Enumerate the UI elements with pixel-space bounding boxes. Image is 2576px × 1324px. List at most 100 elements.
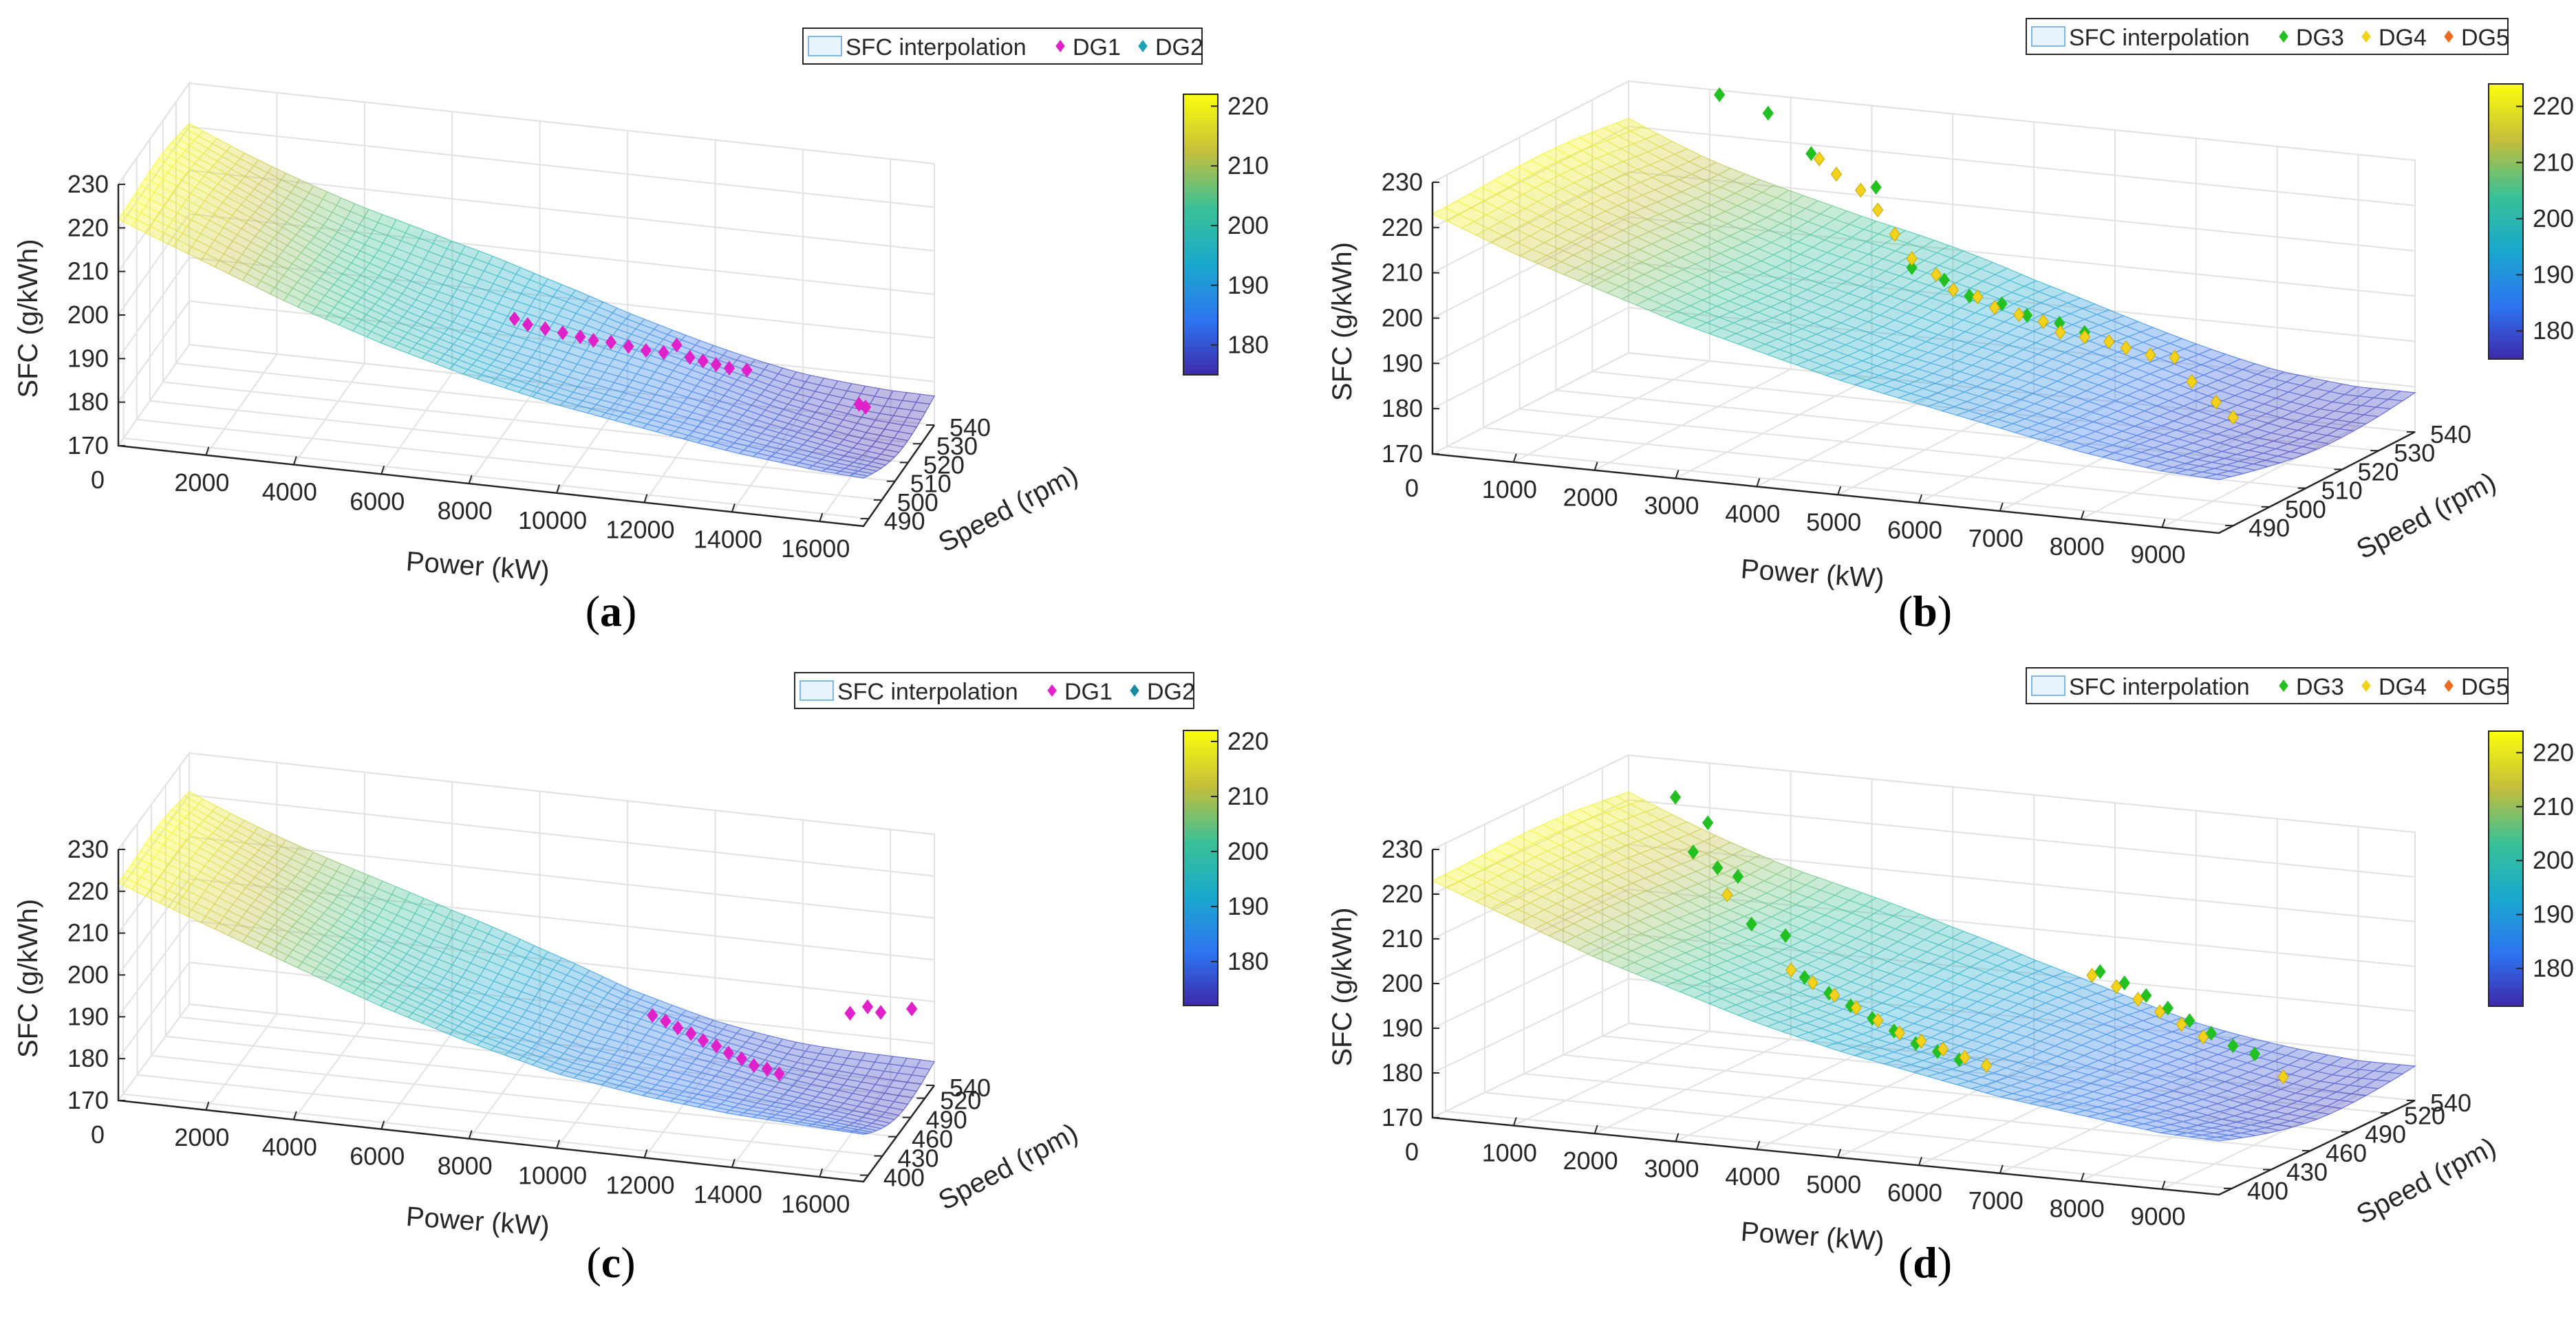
data-point	[1850, 1000, 1862, 1016]
x-tick-label: 8000	[438, 497, 493, 525]
z-tick-label: 170	[67, 431, 109, 459]
y-tick-label: 500	[2285, 495, 2326, 523]
x-tick-label: 6000	[350, 487, 405, 515]
colorbar-tick-label: 200	[1227, 837, 1269, 865]
y-tick-label: 400	[883, 1164, 925, 1192]
y-tick-label: 430	[897, 1144, 938, 1173]
y-tick-label: 430	[2286, 1158, 2328, 1186]
z-tick-label: 210	[67, 919, 109, 947]
legend-marker	[1138, 40, 1148, 52]
data-point	[748, 1058, 760, 1073]
x-tick-label: 4000	[262, 1133, 317, 1161]
y-tick-label: 500	[897, 488, 938, 517]
colorbar-tick-label: 220	[2533, 738, 2574, 766]
panel-c: 170 180 190 200 210 220 230 0 2000 4000 6000 8000 10…	[13, 672, 1269, 1287]
legend-series-label: DG4	[2379, 25, 2427, 51]
data-point	[1915, 1033, 1927, 1049]
data-point	[1785, 962, 1797, 978]
x-tick-label: 8000	[2050, 532, 2105, 561]
z-tick-label: 220	[1382, 880, 1423, 908]
data-point	[2140, 988, 2152, 1003]
x-zero-label: 0	[1405, 474, 1419, 502]
x-tick-label: 16000	[781, 534, 850, 563]
x-zero-label: 0	[91, 1120, 105, 1149]
colorbar-tick-label: 180	[1227, 331, 1269, 359]
data-point	[1762, 105, 1774, 121]
z-axis-label: SFC (g/kWh)	[1327, 907, 1357, 1066]
y-tick-label: 490	[2248, 514, 2290, 542]
data-point	[1829, 988, 1840, 1003]
data-point	[1906, 251, 1918, 266]
x-zero-label: 0	[91, 466, 105, 494]
data-point	[647, 1008, 658, 1023]
legend-surface-swatch	[808, 36, 842, 56]
legend: SFC interpolation DG3 DG4 DG5	[2026, 667, 2509, 704]
data-point	[2186, 373, 2198, 389]
x-tick-label: 5000	[1806, 508, 1861, 536]
z-tick-label: 230	[67, 835, 109, 863]
legend-marker	[1055, 40, 1065, 52]
y-tick-label: 530	[2394, 439, 2435, 467]
y-tick-label: 510	[910, 470, 952, 498]
z-tick-label: 180	[1382, 1059, 1423, 1087]
data-point	[640, 343, 652, 358]
z-tick-label: 170	[1382, 1103, 1423, 1131]
z-tick-label: 190	[67, 1002, 109, 1030]
data-point	[861, 999, 874, 1014]
data-point	[2227, 1038, 2239, 1054]
data-point	[1947, 282, 1959, 298]
colorbar-tick-label: 200	[2533, 204, 2574, 232]
data-point	[1669, 790, 1682, 805]
axes-box	[1432, 754, 2416, 1190]
x-tick-label: 7000	[1968, 1186, 2024, 1215]
z-tick-label: 200	[67, 301, 109, 329]
data-point	[761, 1061, 773, 1077]
data-point	[672, 1020, 684, 1036]
legend-surface-swatch	[799, 680, 834, 701]
z-tick-label: 230	[1382, 835, 1423, 863]
z-tick-label: 170	[67, 1086, 109, 1114]
legend: SFC interpolation DG1 DG2	[802, 28, 1203, 65]
data-point	[722, 1045, 734, 1061]
data-point	[2248, 1046, 2261, 1062]
x-axis-label: Power (kW)	[405, 1202, 550, 1241]
data-point	[623, 338, 634, 354]
x-tick-label: 9000	[2130, 541, 2185, 569]
x-tick-label: 4000	[1725, 1162, 1780, 1191]
z-tick-label: 190	[1382, 1014, 1423, 1042]
data-point	[2094, 964, 2106, 979]
colorbar-tick-label: 180	[1227, 947, 1269, 975]
legend-marker	[2279, 30, 2288, 43]
x-tick-label: 3000	[1644, 1155, 1699, 1183]
data-point	[1702, 815, 1714, 831]
data-point	[741, 362, 753, 378]
data-point	[588, 333, 599, 348]
x-tick-label: 10000	[518, 506, 587, 534]
x-tick-label: 7000	[1968, 524, 2024, 552]
z-tick-label: 180	[67, 1044, 109, 1072]
data-point	[1871, 202, 1884, 218]
data-point	[2210, 394, 2222, 410]
colorbar-tick-label: 190	[1227, 271, 1269, 299]
y-tick-label: 520	[923, 451, 965, 479]
y-tick-label: 540	[2430, 420, 2471, 448]
data-point	[1930, 267, 1942, 283]
x-axis-label: Power (kW)	[405, 546, 550, 586]
y-tick-label: 540	[949, 1074, 991, 1102]
data-point	[1870, 180, 1882, 195]
data-point	[723, 360, 736, 376]
data-point	[2145, 347, 2156, 362]
legend-series-label: DG1	[1064, 679, 1113, 705]
axis-lines	[117, 849, 936, 1183]
z-tick-label: 220	[1382, 213, 1423, 241]
data-point	[684, 349, 696, 365]
panel-d: 170 180 190 200 210 220 230 0 1000 2000 3000 4000 50…	[1327, 667, 2574, 1287]
data-point	[1799, 970, 1810, 985]
legend-series-label: DG5	[2461, 25, 2509, 51]
y-tick-label: 540	[2430, 1089, 2471, 1117]
x-tick-label: 2000	[174, 468, 229, 497]
legend-surface-label: SFC interpolation	[837, 679, 1018, 705]
data-point	[1721, 887, 1733, 902]
legend-marker	[2279, 680, 2288, 692]
z-tick-label: 180	[67, 388, 109, 416]
